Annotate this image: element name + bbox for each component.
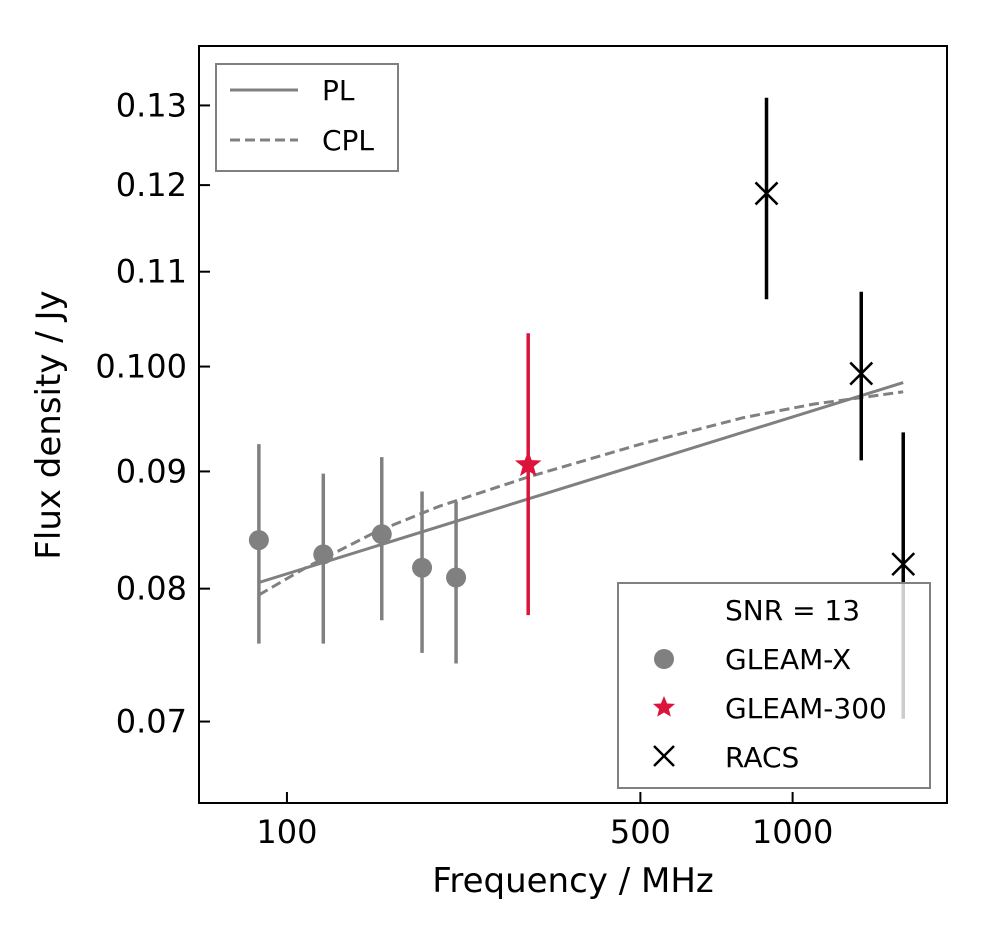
y-tick-label-6: 0.13 (116, 86, 187, 124)
data-legend-box (617, 582, 931, 789)
legend-gleam300-swatch (653, 696, 675, 717)
legend-snr-title: SNR = 13 (725, 594, 860, 627)
model-legend-box (215, 63, 399, 172)
gleam-x-point-1 (313, 544, 334, 565)
gleam-300-point-0 (514, 450, 542, 477)
legend-racs-label: RACS (725, 741, 799, 774)
legend-gleam300-label: GLEAM-300 (725, 692, 887, 725)
y-tick-label-5: 0.12 (116, 166, 187, 204)
racs-point-2 (891, 552, 916, 576)
gleam-x-point-4 (446, 567, 467, 588)
model-legend: PL CPL (215, 63, 399, 172)
y-tick-label-1: 0.08 (116, 570, 187, 608)
y-tick-label-4: 0.11 (116, 253, 187, 291)
legend-gleamx-label: GLEAM-X (725, 643, 851, 676)
legend-racs-swatch (653, 745, 675, 767)
legend-cpl-label: CPL (322, 124, 374, 157)
x-tick-label-1: 500 (610, 813, 671, 851)
gleam-x-point-0 (248, 530, 269, 551)
plot-frame (198, 45, 948, 804)
y-tick-label-0: 0.07 (116, 703, 187, 741)
x-tick-label-2: 1000 (752, 813, 833, 851)
racs-point-1 (849, 361, 874, 386)
gleam-x-point-3 (412, 557, 433, 578)
y-axis-ticks: 0.07 0.08 0.09 0.100 0.11 0.12 0.13 (95, 86, 210, 741)
y-tick-label-2: 0.09 (116, 452, 187, 490)
model-line-pl (258, 381, 904, 584)
model-line-cpl (258, 390, 904, 597)
legend-pl-label: PL (322, 74, 355, 107)
x-axis-label: Frequency / MHz (432, 861, 713, 901)
legend-gleamx-swatch (654, 649, 674, 669)
racs-point-0 (754, 181, 779, 206)
y-axis-label: Flux density / Jy (29, 290, 69, 559)
x-tick-label-0: 100 (256, 813, 317, 851)
y-tick-label-3: 0.100 (95, 348, 187, 386)
data-legend: SNR = 13 GLEAM-X GLEAM-300 RACS (617, 582, 931, 789)
x-axis-ticks: 100 500 1000 (256, 792, 833, 851)
gleam-x-point-2 (371, 524, 392, 545)
